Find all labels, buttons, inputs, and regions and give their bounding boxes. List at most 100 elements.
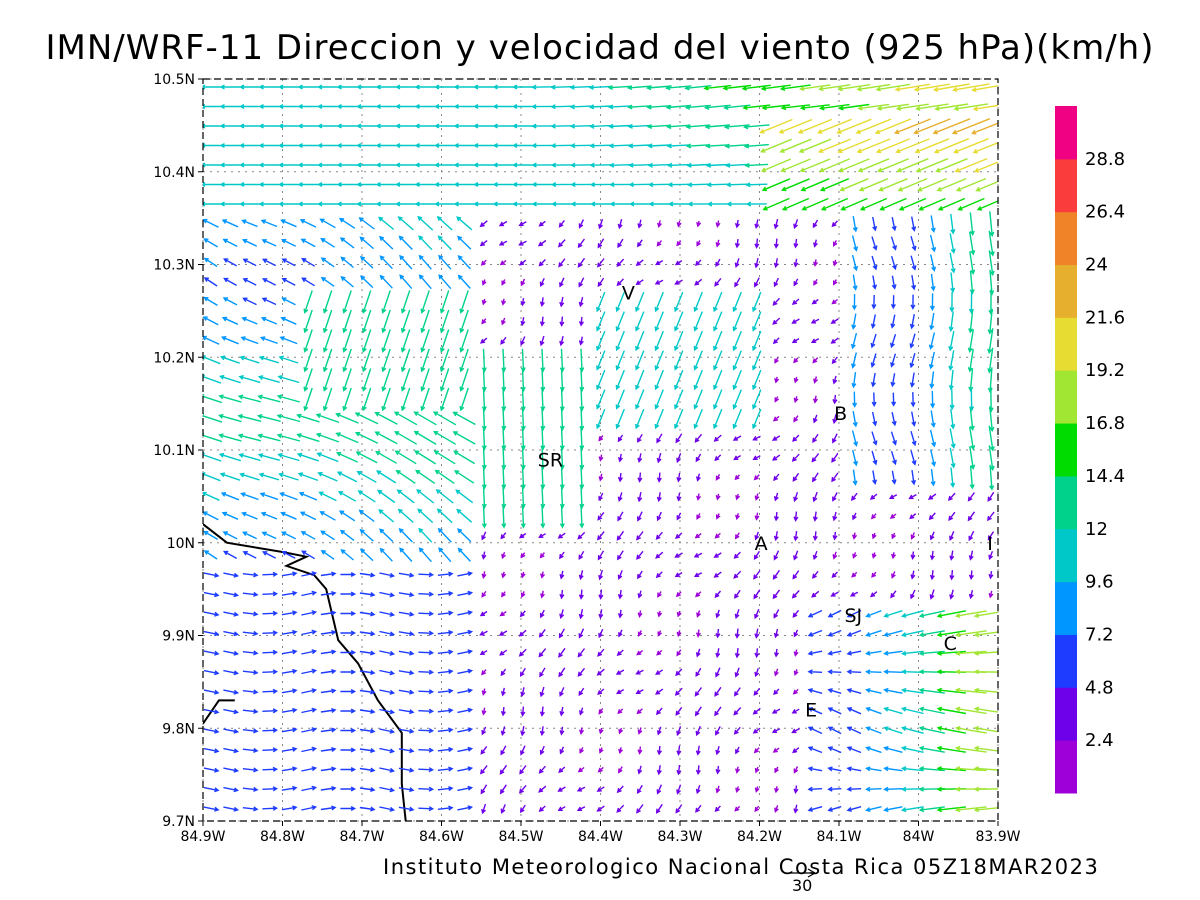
- wind-vector: [578, 336, 584, 346]
- wind-vector: [578, 316, 584, 327]
- lon-tick-label: 83.9W: [975, 829, 1020, 845]
- wind-vector: [262, 805, 279, 811]
- wind-vector: [674, 311, 684, 332]
- wind-vector: [378, 216, 395, 231]
- wind-vector: [492, 142, 513, 149]
- wind-vector: [811, 590, 820, 598]
- wind-vector: [242, 630, 259, 636]
- wind-vector: [734, 609, 740, 620]
- wind-vector: [617, 453, 623, 463]
- wind-vector: [559, 348, 565, 373]
- wind-vector: [597, 511, 605, 521]
- wind-vector: [203, 257, 218, 268]
- wind-vector: [481, 279, 487, 286]
- wind-vector: [379, 611, 396, 617]
- wind-vector: [301, 707, 318, 714]
- wind-vector: [714, 454, 722, 462]
- wind-vector: [414, 84, 435, 90]
- wind-vector: [550, 104, 573, 110]
- wind-vector: [635, 689, 644, 694]
- wind-vector: [793, 396, 799, 404]
- wind-vector: [597, 258, 605, 268]
- wind-vector: [379, 728, 396, 734]
- wind-vector: [219, 201, 240, 207]
- wind-vector: [891, 217, 897, 232]
- wind-vector: [910, 392, 916, 408]
- wind-vector: [596, 786, 605, 792]
- wind-vector: [459, 368, 469, 392]
- wind-vector: [635, 350, 645, 371]
- wind-vector: [930, 215, 936, 233]
- colorbar-segment: [1055, 423, 1077, 477]
- wind-vector: [617, 473, 623, 483]
- wind-vector: [655, 259, 664, 266]
- wind-vector: [779, 84, 811, 92]
- wind-vector: [754, 277, 760, 288]
- wind-vector: [558, 219, 565, 228]
- wind-vector: [577, 648, 586, 658]
- wind-vector: [596, 668, 605, 676]
- wind-vector: [676, 745, 682, 756]
- wind-vector: [221, 511, 239, 520]
- wind-vector: [704, 124, 731, 130]
- wind-vector: [792, 472, 800, 482]
- wind-vector: [722, 84, 752, 91]
- wind-vector: [869, 493, 878, 500]
- wind-vector: [540, 407, 546, 432]
- wind-vector: [500, 668, 507, 677]
- colorbar-label: 4.8: [1085, 677, 1114, 698]
- wind-vector: [356, 142, 377, 149]
- wind-vector: [733, 707, 742, 716]
- wind-vector: [714, 532, 721, 539]
- wind-vector: [501, 279, 506, 286]
- wind-vector: [301, 277, 315, 287]
- wind-vector: [281, 805, 298, 811]
- wind-vector: [715, 220, 721, 228]
- wind-vector: [519, 259, 527, 266]
- wind-vector: [501, 465, 507, 490]
- wind-vector: [685, 143, 710, 149]
- wind-vector: [879, 197, 907, 211]
- wind-vector: [714, 805, 721, 813]
- wind-vector: [223, 277, 237, 287]
- wind-vector: [519, 804, 526, 814]
- wind-vector: [520, 485, 526, 510]
- wind-vector: [569, 123, 592, 129]
- wind-vector: [734, 667, 740, 678]
- wind-vector: [696, 240, 701, 247]
- wind-vector: [791, 708, 800, 714]
- wind-vector: [512, 201, 533, 207]
- wind-vector: [773, 550, 780, 561]
- wind-vector: [479, 220, 488, 228]
- wind-vector: [223, 630, 240, 637]
- wind-vector: [851, 313, 857, 330]
- wind-vector: [539, 686, 545, 698]
- wind-vector: [578, 608, 584, 620]
- wind-vector: [579, 707, 584, 716]
- wind-vector: [846, 669, 862, 675]
- wind-vector: [618, 747, 624, 755]
- wind-vector: [297, 142, 318, 149]
- wind-vector: [799, 84, 831, 92]
- wind-vector: [221, 219, 239, 228]
- wind-vector: [883, 766, 903, 772]
- wind-vector: [303, 290, 313, 314]
- wind-vector: [203, 374, 222, 384]
- wind-vector: [359, 728, 376, 734]
- wind-vector: [792, 688, 799, 695]
- wind-vector: [550, 123, 573, 129]
- wind-vector: [626, 85, 652, 91]
- wind-vector: [732, 311, 742, 332]
- wind-vector: [520, 571, 526, 579]
- wind-vector: [918, 726, 945, 734]
- wind-vector: [754, 648, 760, 659]
- wind-vector: [299, 219, 317, 228]
- lat-tick-label: 10.3N: [153, 258, 195, 274]
- wind-vector: [891, 532, 897, 540]
- wind-vector: [399, 547, 413, 562]
- wind-vector: [481, 669, 487, 676]
- wind-vector: [278, 201, 299, 207]
- wind-vector: [258, 201, 279, 207]
- wind-vector: [837, 84, 871, 92]
- wind-vector: [262, 786, 279, 792]
